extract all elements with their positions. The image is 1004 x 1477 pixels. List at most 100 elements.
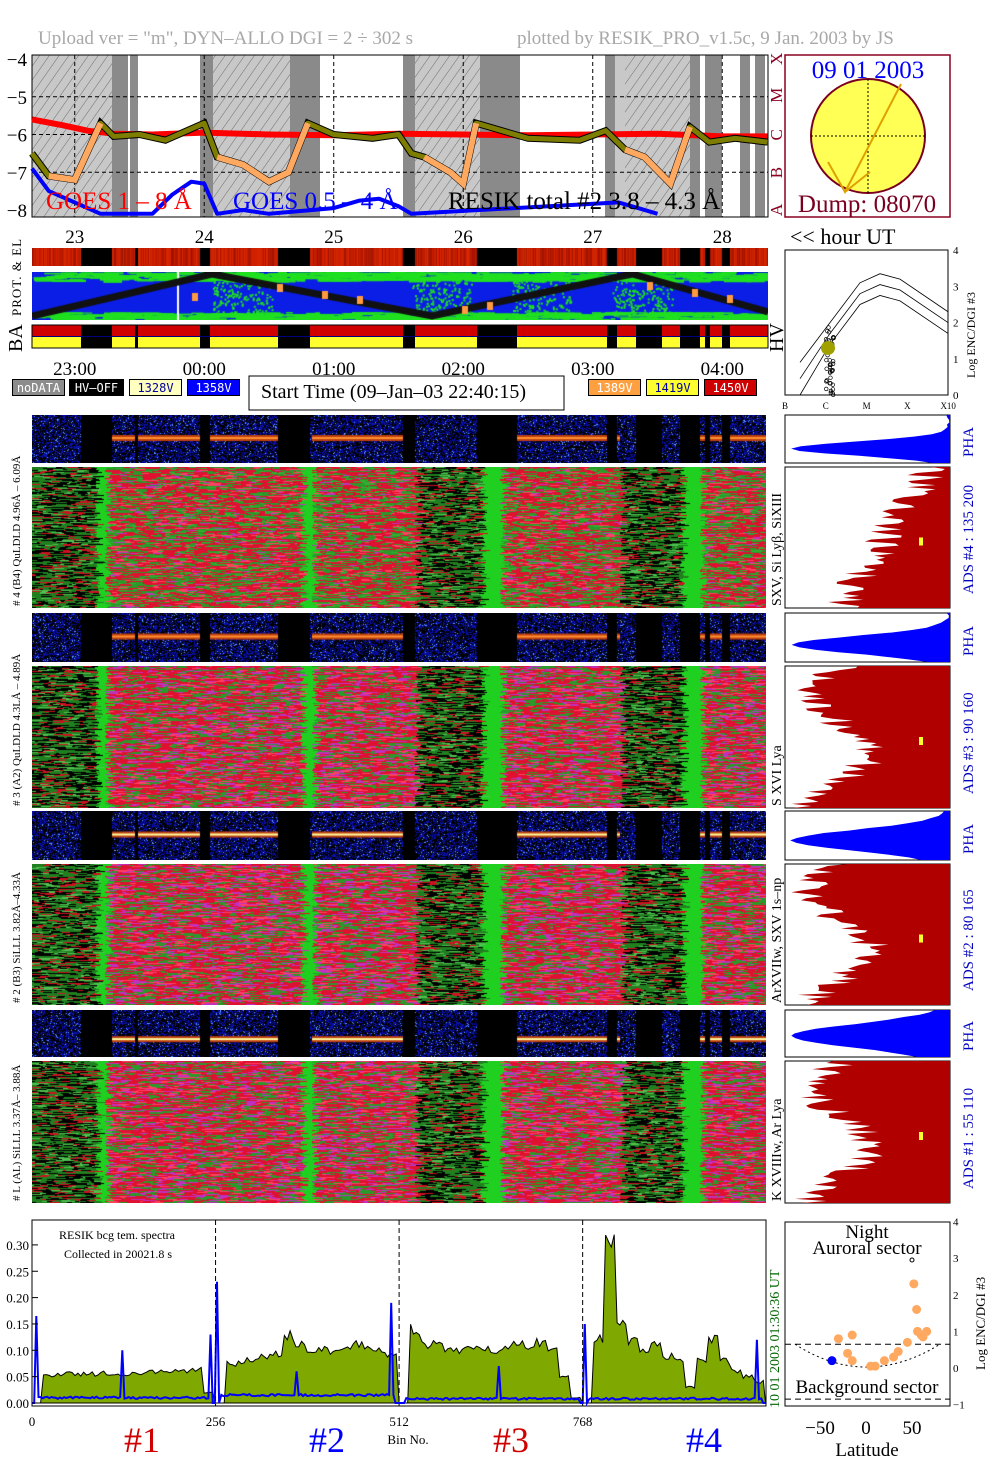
hv-active [32,337,81,348]
hour-ut-caption: << hour UT [790,224,896,249]
hv-point [831,335,836,340]
hv-active [730,337,768,348]
blue-point [827,1356,837,1366]
ads-marker [919,1132,923,1140]
legend-1389v: 1389V [588,379,641,396]
pha-histogram [791,1010,950,1057]
ba-active [517,325,607,336]
channel-pha-label: PHA [961,626,977,656]
flare-class-label: B [767,167,786,178]
spectrum-x-tick: 0 [29,1414,36,1429]
hv-x-tick: X10 [940,401,956,411]
channel-tag-1: #1 [124,1420,160,1460]
ads-histogram [828,467,950,608]
spectrum-y-tick: 0.20 [6,1291,29,1306]
hv-point [824,379,829,384]
background-spectrum-plot: 0.00 0.05 0.10 0.15 0.20 0.25 0.30 0 256 512 768 [6,1219,767,1429]
background-line [32,1281,766,1407]
ads-marker [919,737,923,745]
channel-line-label: SXV, Si Lyβ, SiXIII [770,493,785,606]
time-label: 01:00 [312,359,355,380]
hv-curve [799,273,949,363]
orange-point [870,1361,880,1371]
channel-left-label: # 2 (B3) SiLLL 3.82Å–4.33Å [11,872,23,1003]
lat-title-night: Night [845,1222,889,1243]
hv-point [826,330,832,335]
pha-strip-1 [32,1010,766,1057]
spectrum-y-tick: 0.00 [6,1396,29,1411]
flare-class-label: M [767,88,786,103]
ads-histogram [795,1061,950,1203]
orange-point [833,1334,843,1344]
open-point [909,1257,915,1263]
bin-axis-label: Bin No. [387,1432,428,1447]
hv-x-tick: B [782,401,788,411]
ba-active [662,325,680,336]
spectrum-x-tick: 256 [206,1414,226,1429]
pha-strip-4 [32,415,766,463]
lat-x-tick: 50 [903,1418,922,1439]
sun-date: 09 01 2003 [812,57,925,84]
channel-labels: # 4 (B4) QuLDLD 4.96Å – 6.09Å SXV, Si Lyβ… [11,427,977,1201]
spectrum-y-tick: 0.10 [6,1343,29,1358]
legend-hv-off: HV–OFF [69,379,124,396]
legend-nodata: noDATA [12,379,65,396]
spectrogram-3 [32,666,766,808]
lat-x-tick: −50 [805,1418,835,1439]
hv-y-tick: 2 [953,318,959,330]
orange-point [847,1356,857,1366]
orange-point [912,1304,922,1314]
ba-active [710,325,722,336]
hv-y-tick: 4 [953,245,959,257]
hv-active [415,337,477,348]
channel-ads-label: ADS #3 : 90 160 [961,692,977,794]
time-label: 23:00 [53,359,96,380]
hv-y-tick: 1 [953,354,959,366]
hour-label: 25 [324,227,343,248]
channel-ads-label: ADS #2 : 80 165 [961,889,977,991]
channel-pha-label: PHA [961,1021,977,1051]
spectrum-y-tick: 0.05 [6,1370,29,1385]
hv-point [827,364,833,370]
lat-title-auroral: Auroral sector [812,1238,922,1259]
hv-y-tick: 3 [953,281,959,293]
spectrum-note-1: RESIK bcg tem. spectra [59,1228,176,1242]
time-label: 03:00 [571,359,614,380]
orange-point [918,1332,928,1342]
channel-line-label: K XVIIIw, Ar Lya [770,1098,785,1201]
hour-label: 24 [195,227,215,248]
latitude-plot: −50 0 50 −1 0 1 2 3 4 [784,1217,965,1439]
hv-active [210,337,278,348]
hv-active [310,337,403,348]
start-time: Start Time (09–Jan–03 22:40:15) [261,381,526,403]
ads-marker [919,537,923,546]
plot-frame [31,54,769,218]
spectrogram-2 [32,864,766,1005]
ads-histogram [791,864,950,1005]
y-tick-label: −6 [7,126,27,147]
hv-x-tick: C [823,401,829,411]
time-axis-labels: 23:00 00:00 01:00 02:00 03:00 04:00 [53,359,744,380]
hv-cluster [821,340,835,355]
ba-active [32,325,81,336]
hv-point [824,357,829,363]
hour-axis-labels: 23 24 25 26 27 28 [65,227,731,248]
channel-histograms [784,414,951,1204]
ba-active [138,325,200,336]
hv-y-axis-label: Log ENC/DGI #3 [964,292,978,378]
hv-active [700,337,705,348]
legend-1328v: 1328V [129,379,182,396]
resik-night-segment [624,125,693,190]
hv-point [830,359,836,364]
prot-el-label: PROT. & EL [9,238,24,316]
hv-active [112,337,135,348]
hv-point [826,325,831,330]
y-tick-label: −4 [7,50,28,71]
hour-label: 23 [65,227,84,248]
hour-label: 27 [583,227,602,248]
hv-point [828,375,833,380]
hv-active [517,337,607,348]
ads-marker [919,934,923,943]
hv-point [827,381,832,386]
